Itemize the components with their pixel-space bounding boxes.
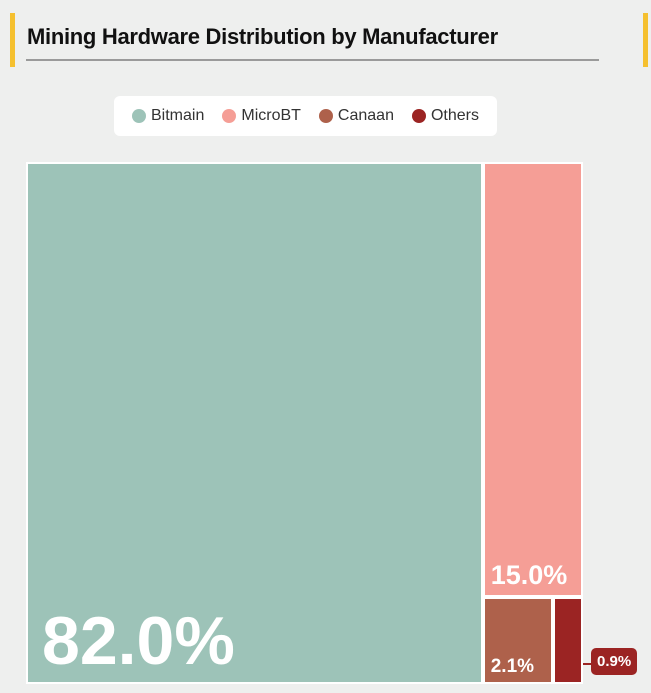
callout-connector	[583, 663, 591, 665]
legend-label: Bitmain	[151, 107, 205, 124]
accent-bar-left	[10, 13, 15, 67]
legend: Bitmain MicroBT Canaan Others	[114, 96, 497, 136]
cell-bitmain[interactable]: 82.0%	[26, 162, 483, 684]
cell-label: 15.0%	[490, 560, 568, 590]
cell-microbt[interactable]: 15.0%	[482, 162, 583, 597]
cell-label: 82.0%	[42, 603, 235, 679]
legend-label: Others	[430, 107, 479, 124]
title-underline	[26, 59, 599, 61]
legend-item-others[interactable]: Others	[411, 107, 479, 125]
cell-label: 2.1%	[490, 656, 535, 677]
accent-bar-right	[643, 13, 648, 67]
legend-label: Canaan	[337, 107, 394, 124]
treemap: 82.0% 15.0% 2.1%	[26, 162, 583, 684]
chart-title: Mining Hardware Distribution by Manufact…	[27, 24, 498, 49]
legend-label: MicroBT	[241, 107, 301, 124]
legend-dot	[132, 109, 146, 123]
legend-item-bitmain[interactable]: Bitmain	[132, 107, 204, 125]
legend-item-microbt[interactable]: MicroBT	[222, 107, 301, 125]
cell-others[interactable]	[552, 597, 583, 684]
legend-item-canaan[interactable]: Canaan	[318, 107, 394, 125]
legend-dot	[222, 109, 237, 123]
legend-dot	[411, 109, 426, 123]
cell-canaan[interactable]: 2.1%	[482, 597, 553, 684]
others-callout-label: 0.9%	[591, 648, 638, 675]
legend-dot	[318, 109, 333, 123]
